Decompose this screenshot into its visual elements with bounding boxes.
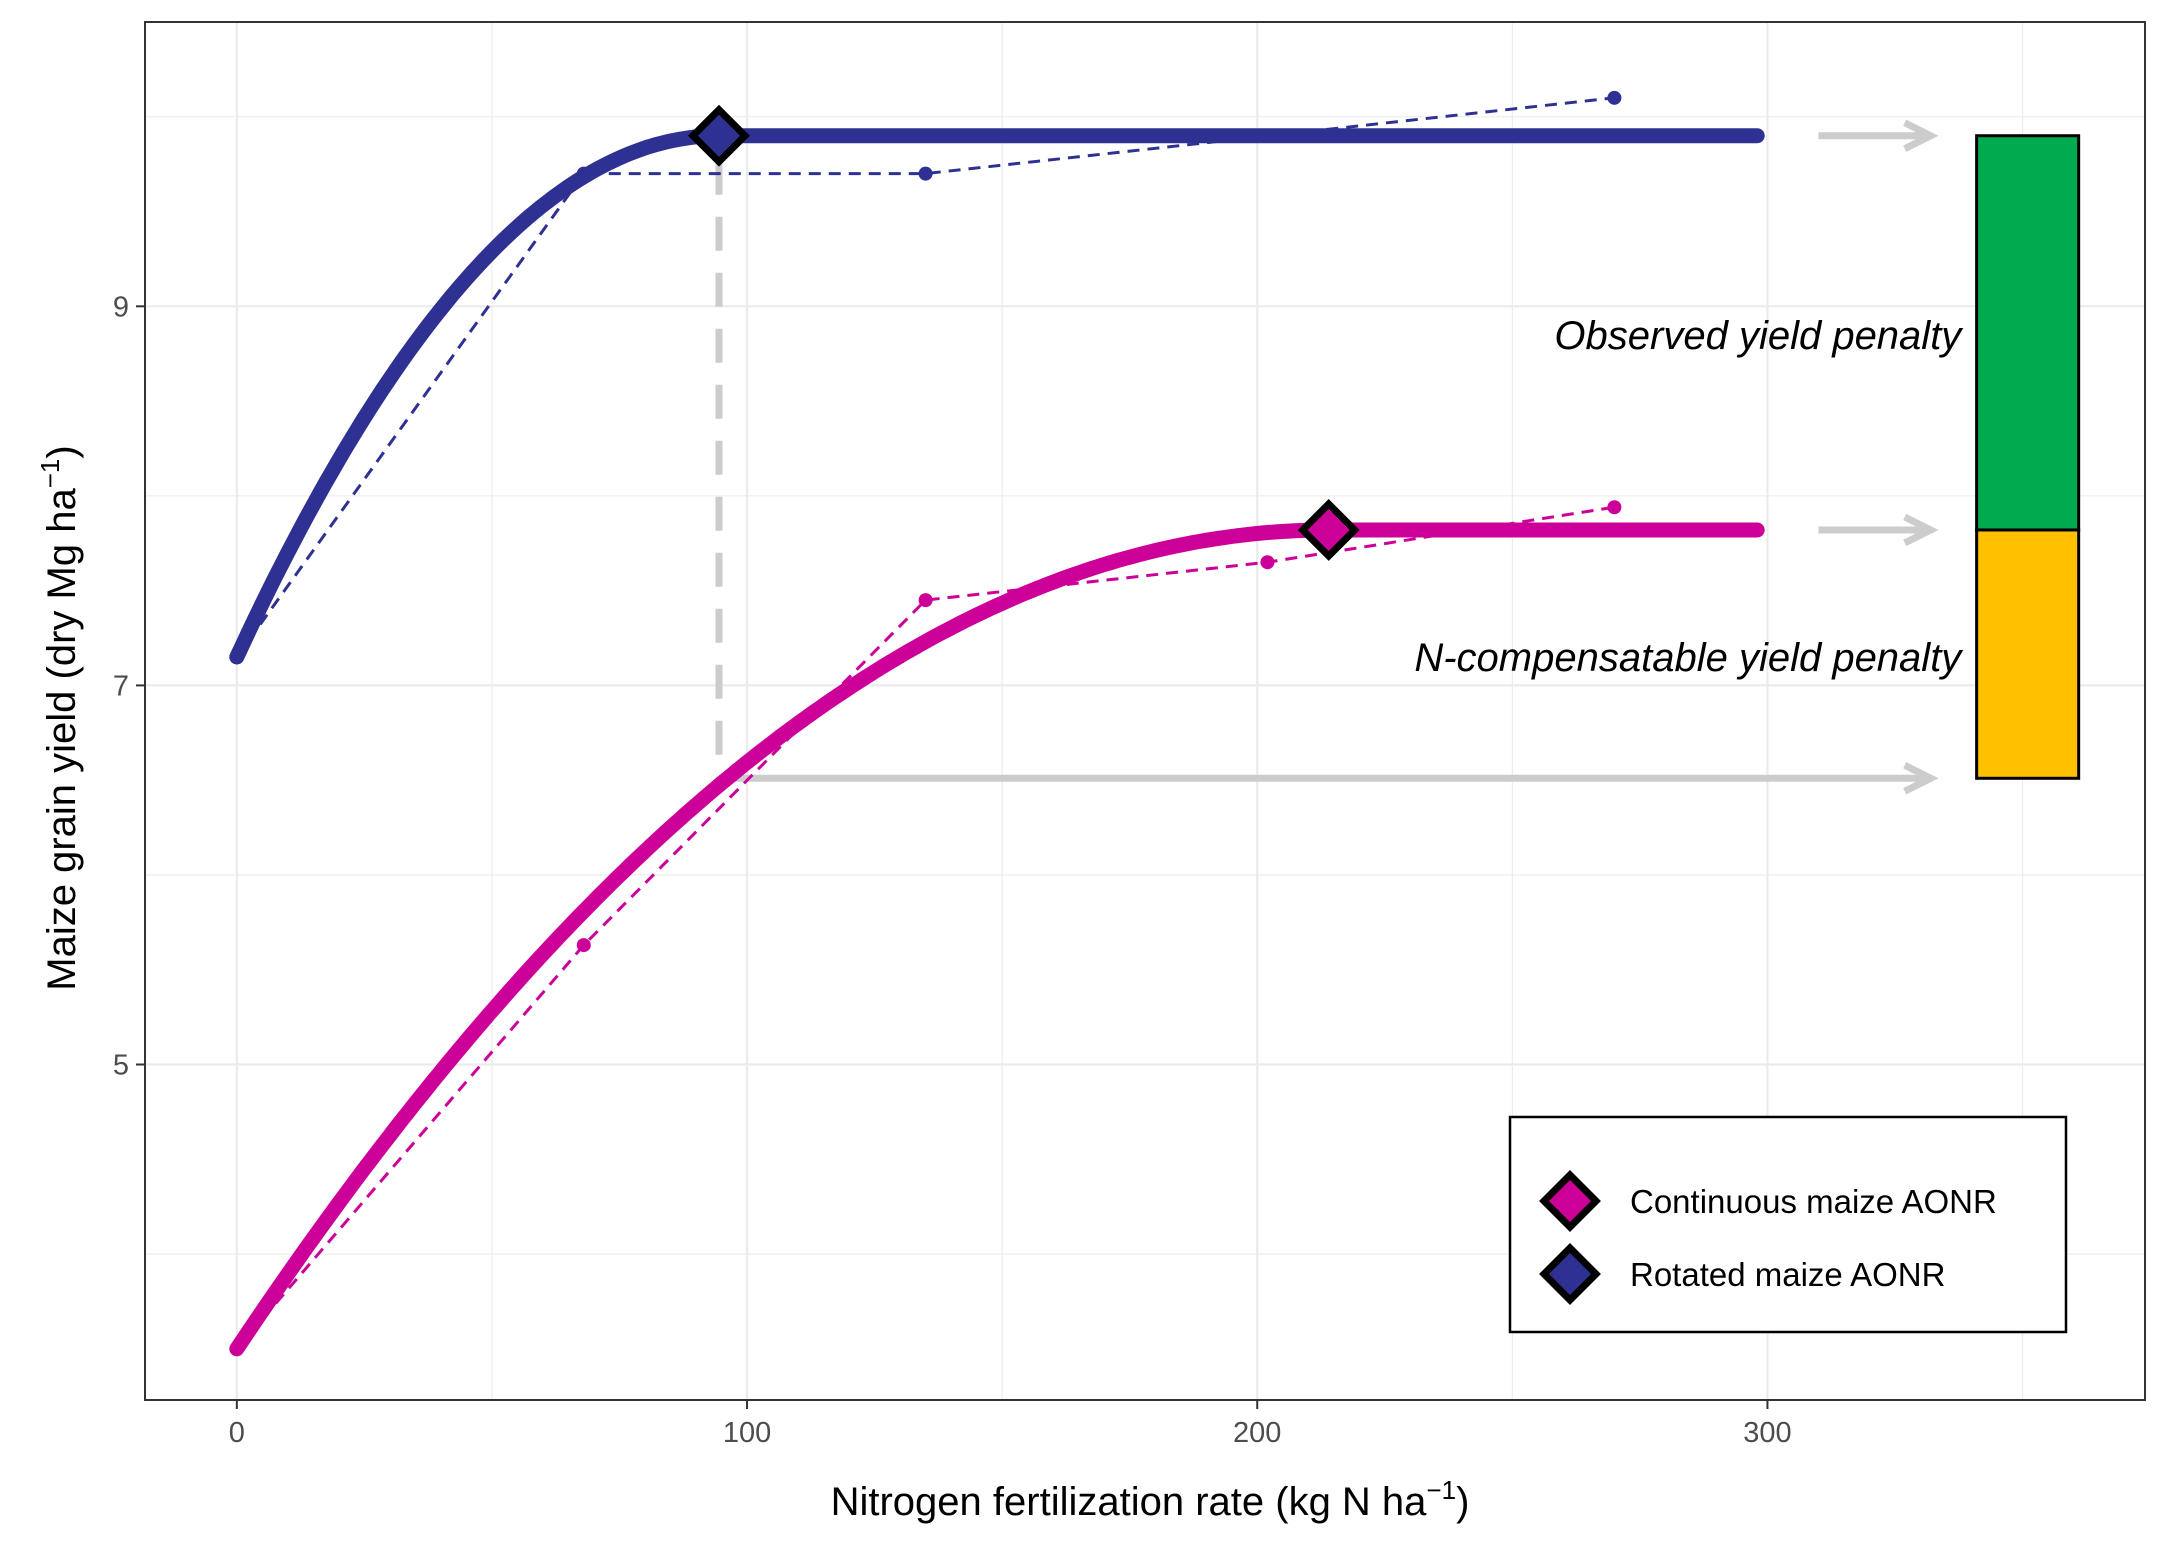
y-tick-label: 9 — [113, 291, 129, 323]
observed-point — [1607, 500, 1622, 515]
legend-box — [1508, 1115, 2068, 1334]
observed-point — [918, 166, 933, 181]
observed-point — [1260, 555, 1275, 570]
observed-line-rotated-maize — [235, 96, 1615, 658]
x-tick-label: 200 — [1233, 1417, 1281, 1449]
observed-point — [1607, 90, 1622, 105]
legend-key-icon — [1539, 1170, 1601, 1232]
axes: 0 100 200 300 5 7 9 — [113, 291, 1792, 1449]
observed-point — [918, 593, 933, 608]
arrow-head — [1903, 513, 1939, 547]
x-tick-label: 0 — [229, 1417, 245, 1449]
reference-lines — [715, 119, 1939, 795]
observed-point — [576, 166, 591, 181]
y-tick-label: 7 — [113, 670, 129, 702]
aonr-marker — [688, 104, 750, 167]
x-tick-label: 300 — [1743, 1417, 1791, 1449]
legend-label: Continuous maize AONR — [1630, 1183, 1997, 1220]
fit-curve-rotated-maize — [229, 128, 1765, 665]
aonr-markers — [688, 104, 1360, 561]
legend-label: Rotated maize AONR — [1630, 1256, 1945, 1293]
x-tick-label: 100 — [723, 1417, 771, 1449]
annotations: Observed yield penalty N-compensatable yi… — [1414, 314, 1964, 680]
legend-key-icon — [1539, 1243, 1601, 1305]
series-layer — [229, 90, 1765, 1357]
annotation-label: N-compensatable yield penalty — [1414, 636, 1964, 680]
arrow-head — [1903, 762, 1939, 795]
grid — [145, 22, 2145, 1400]
observed-point — [229, 649, 244, 664]
observed-point — [576, 938, 591, 953]
observed-point — [229, 1341, 244, 1356]
penalty-bar-segment — [1975, 134, 2081, 532]
penalty-bar — [1975, 134, 2081, 780]
x-axis-title: Nitrogen fertilization rate (kg N ha−1) — [831, 1475, 1470, 1524]
penalty-bar-segment — [1975, 528, 2081, 780]
fit-curve-continuous-maize — [229, 522, 1765, 1357]
legend: Continuous maize AONR Rotated maize AONR — [1508, 1115, 2068, 1334]
annotation-label: Observed yield penalty — [1554, 314, 1964, 358]
arrow-head — [1903, 119, 1939, 152]
plot-panel-border — [144, 21, 2146, 1401]
aonr-marker — [1297, 499, 1360, 561]
y-axis-title: Maize grain yield (dry Mg ha−1) — [35, 445, 84, 990]
y-tick-label: 5 — [113, 1050, 129, 1082]
